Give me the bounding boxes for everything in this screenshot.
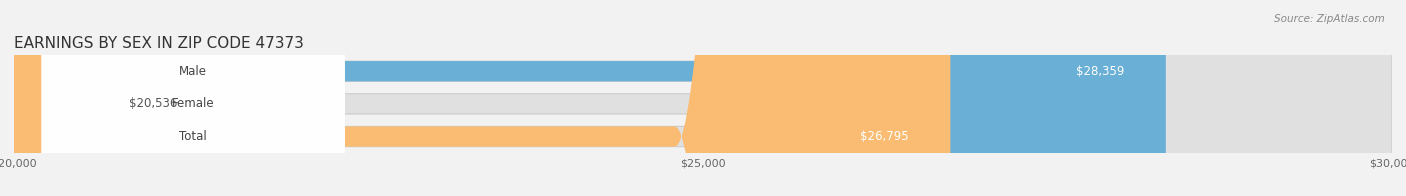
FancyBboxPatch shape [14, 0, 1392, 196]
Text: EARNINGS BY SEX IN ZIP CODE 47373: EARNINGS BY SEX IN ZIP CODE 47373 [14, 36, 304, 51]
Text: Male: Male [179, 65, 207, 78]
FancyBboxPatch shape [42, 0, 344, 196]
Text: Total: Total [180, 130, 207, 143]
FancyBboxPatch shape [14, 0, 1392, 196]
Text: Source: ZipAtlas.com: Source: ZipAtlas.com [1274, 14, 1385, 24]
FancyBboxPatch shape [14, 0, 1392, 196]
FancyBboxPatch shape [0, 0, 290, 196]
FancyBboxPatch shape [42, 0, 344, 196]
Text: $28,359: $28,359 [1076, 65, 1125, 78]
Text: $20,536: $20,536 [129, 97, 177, 110]
FancyBboxPatch shape [14, 0, 950, 196]
Text: $26,795: $26,795 [860, 130, 910, 143]
FancyBboxPatch shape [14, 0, 1166, 196]
FancyBboxPatch shape [42, 0, 344, 196]
Text: Female: Female [172, 97, 215, 110]
